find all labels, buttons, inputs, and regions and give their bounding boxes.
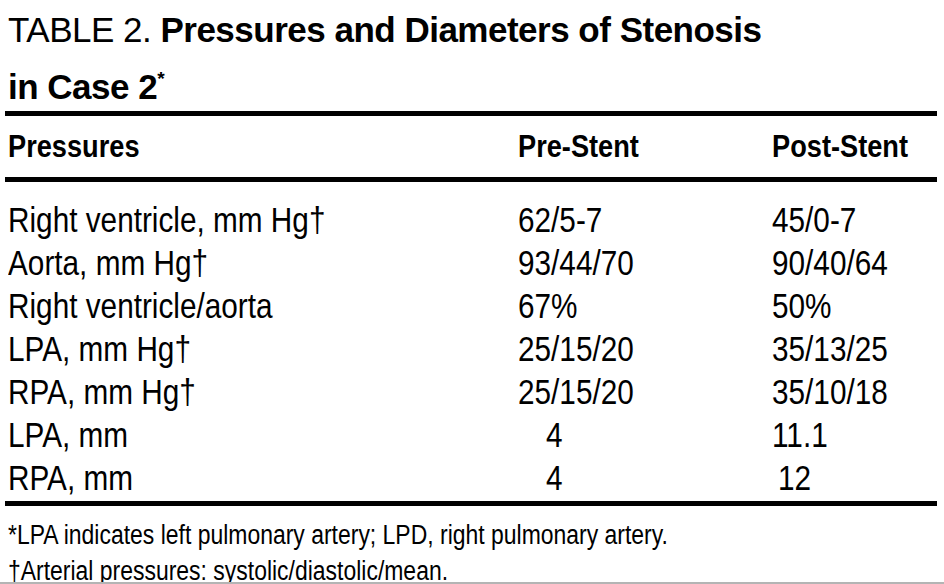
table-title-bold-text: Pressures and Diameters of Stenosis (160, 10, 761, 49)
table-figure-page: TABLE 2. Pressures and Diameters of Sten… (0, 0, 944, 584)
pre-stent-value: 4 (510, 458, 764, 498)
row-label: Right ventricle/aorta (0, 286, 510, 326)
table-header-row: Pressures Pre-Stent Post-Stent (0, 116, 944, 177)
table-row: RPA, mm 4 12 (0, 456, 944, 499)
table-row: LPA, mm Hg† 25/15/20 35/13/25 (0, 327, 944, 370)
post-stent-value: 45/0-7 (764, 200, 944, 240)
pre-stent-value: 67% (510, 286, 764, 326)
post-stent-value: 11.1 (764, 415, 944, 455)
column-header-pressures: Pressures (0, 128, 510, 165)
pre-stent-value: 25/15/20 (510, 329, 764, 369)
table-body: Right ventricle, mm Hg† 62/5-7 45/0-7 Ao… (0, 182, 944, 501)
table-title-bold-text-line2: in Case 2 (8, 67, 157, 106)
table-number-label: TABLE 2. (8, 10, 160, 49)
pre-stent-value: 4 (510, 415, 764, 455)
pre-stent-value: 62/5-7 (510, 200, 764, 240)
row-label: LPA, mm Hg† (0, 329, 510, 369)
post-stent-value: 35/13/25 (764, 329, 944, 369)
column-header-post-stent: Post-Stent (764, 128, 944, 165)
row-label: RPA, mm Hg† (0, 372, 510, 412)
post-stent-value: 50% (764, 286, 944, 326)
footnote-arterial-pressures: †Arterial pressures: systolic/diastolic/… (8, 553, 934, 584)
post-stent-value: 35/10/18 (764, 372, 944, 412)
row-label: RPA, mm (0, 458, 510, 498)
table-row: RPA, mm Hg† 25/15/20 35/10/18 (0, 370, 944, 413)
footnote-abbreviations: *LPA indicates left pulmonary artery; LP… (8, 517, 934, 553)
table-title-line2: in Case 2* (8, 54, 934, 111)
table-title: TABLE 2. Pressures and Diameters of Sten… (0, 0, 944, 111)
table-row: LPA, mm 4 11.1 (0, 413, 944, 456)
pre-stent-value: 25/15/20 (510, 372, 764, 412)
table-row: Aorta, mm Hg† 93/44/70 90/40/64 (0, 241, 944, 284)
post-stent-value: 90/40/64 (764, 243, 944, 283)
column-header-pre-stent: Pre-Stent (510, 128, 764, 165)
pre-stent-value: 93/44/70 (510, 243, 764, 283)
row-label: Aorta, mm Hg† (0, 243, 510, 283)
table-footnotes: *LPA indicates left pulmonary artery; LP… (0, 506, 944, 584)
row-label: LPA, mm (0, 415, 510, 455)
table-title-line1: TABLE 2. Pressures and Diameters of Sten… (8, 5, 934, 54)
post-stent-value: 12 (764, 458, 944, 498)
table-row: Right ventricle, mm Hg† 62/5-7 45/0-7 (0, 198, 944, 241)
title-footnote-marker: * (157, 68, 164, 89)
row-label: Right ventricle, mm Hg† (0, 200, 510, 240)
table-row: Right ventricle/aorta 67% 50% (0, 284, 944, 327)
